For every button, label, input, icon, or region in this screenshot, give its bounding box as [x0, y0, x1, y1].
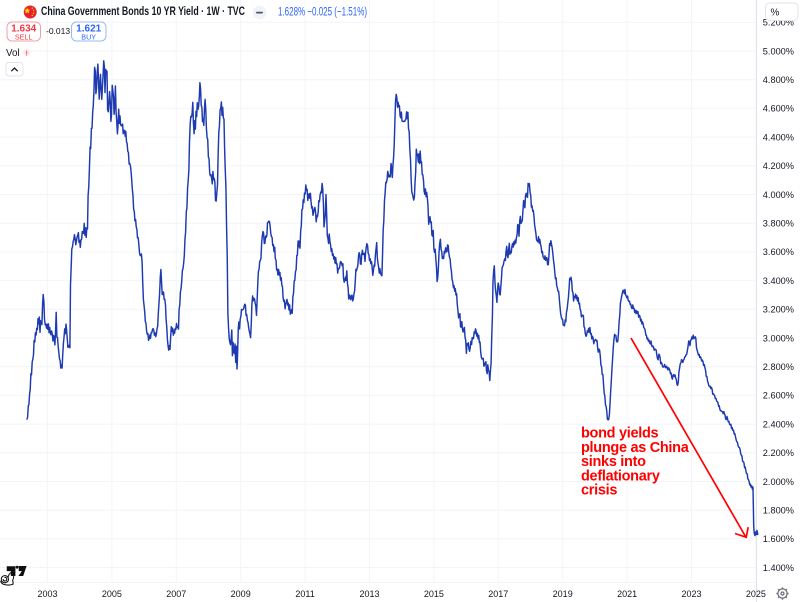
- svg-text:1.621: 1.621: [76, 24, 101, 35]
- svg-text:2021: 2021: [617, 589, 637, 599]
- svg-text:2.400%: 2.400%: [763, 419, 794, 429]
- svg-text:3.600%: 3.600%: [763, 247, 794, 257]
- svg-text:SELL: SELL: [15, 32, 33, 41]
- svg-text:5.200%: 5.200%: [763, 18, 794, 28]
- svg-text:4.800%: 4.800%: [763, 75, 794, 85]
- svg-text:4.400%: 4.400%: [763, 132, 794, 142]
- svg-text:3.200%: 3.200%: [763, 305, 794, 315]
- svg-text:4.200%: 4.200%: [763, 161, 794, 171]
- svg-text:4.600%: 4.600%: [763, 104, 794, 114]
- svg-text:2.600%: 2.600%: [763, 391, 794, 401]
- svg-text:Vol: Vol: [6, 48, 20, 59]
- svg-text:1.628% −0.025 (−1.51%): 1.628% −0.025 (−1.51%): [278, 7, 367, 19]
- svg-text:%: %: [771, 8, 780, 19]
- svg-text:2007: 2007: [166, 589, 186, 599]
- svg-text:3.400%: 3.400%: [763, 276, 794, 286]
- svg-text:2.000%: 2.000%: [763, 477, 794, 487]
- svg-text:2011: 2011: [295, 589, 314, 599]
- svg-text:2013: 2013: [359, 589, 379, 599]
- svg-text:plunge as China: plunge as China: [581, 440, 690, 456]
- svg-text:4.000%: 4.000%: [763, 190, 794, 200]
- svg-text:1.800%: 1.800%: [763, 506, 794, 516]
- svg-text:BUY: BUY: [81, 32, 96, 41]
- svg-text:2015: 2015: [424, 589, 444, 599]
- svg-text:2.200%: 2.200%: [763, 448, 794, 458]
- svg-text:2.800%: 2.800%: [763, 362, 794, 372]
- svg-text:crisis: crisis: [581, 483, 617, 499]
- svg-text:5.000%: 5.000%: [763, 46, 794, 56]
- svg-text:bond yields: bond yields: [581, 426, 659, 442]
- svg-text:3.000%: 3.000%: [763, 333, 794, 343]
- svg-text:1.634: 1.634: [11, 24, 36, 35]
- svg-text:1.600%: 1.600%: [763, 534, 794, 544]
- svg-text:2025: 2025: [746, 589, 766, 599]
- svg-text:sinks into: sinks into: [581, 454, 646, 470]
- svg-text:2019: 2019: [553, 589, 573, 599]
- svg-text:deflationary: deflationary: [581, 468, 660, 484]
- svg-text:2017: 2017: [488, 589, 508, 599]
- svg-text:3.800%: 3.800%: [763, 219, 794, 229]
- svg-text:2023: 2023: [681, 589, 701, 599]
- svg-text:2009: 2009: [231, 589, 251, 599]
- svg-text:!: !: [26, 50, 28, 57]
- svg-text:-0.013: -0.013: [46, 26, 70, 36]
- svg-text:China Government Bonds 10 YR Y: China Government Bonds 10 YR Yield · 1W …: [41, 4, 245, 18]
- svg-text:2005: 2005: [102, 589, 122, 599]
- svg-text:1.400%: 1.400%: [763, 563, 794, 573]
- svg-text:2003: 2003: [37, 589, 57, 599]
